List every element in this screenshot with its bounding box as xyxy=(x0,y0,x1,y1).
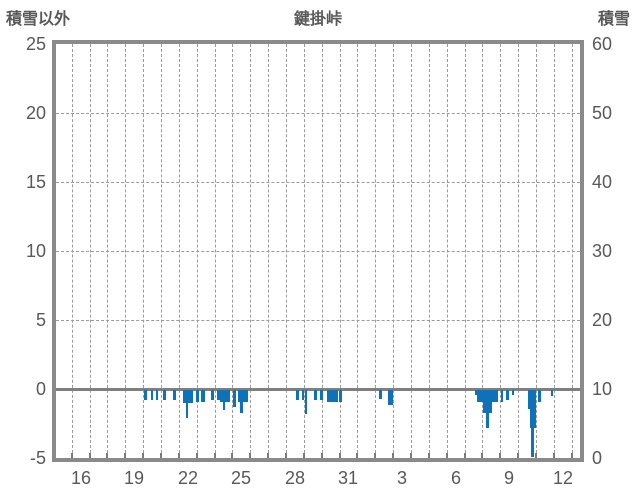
data-bar xyxy=(240,390,243,413)
right-axis-tick-label: 40 xyxy=(592,172,613,192)
x-axis-tick-label: 28 xyxy=(284,468,306,488)
data-bar xyxy=(379,390,382,400)
data-bar xyxy=(163,390,166,401)
day-tick xyxy=(392,453,395,458)
data-bar xyxy=(551,390,553,397)
data-bar xyxy=(186,390,188,419)
day-tick xyxy=(285,453,288,458)
data-bar xyxy=(475,390,477,395)
data-bar xyxy=(339,390,342,402)
data-bar xyxy=(144,390,147,401)
data-bar xyxy=(183,390,193,404)
h-gridline xyxy=(56,182,580,183)
left-axis-title: 積雪以外 xyxy=(6,11,71,28)
left-axis-tick-label: -5 xyxy=(29,448,46,468)
right-axis-tick-label: 60 xyxy=(592,34,613,54)
data-bar xyxy=(156,390,158,401)
data-bar xyxy=(238,390,248,402)
left-axis-tick-label: 10 xyxy=(25,241,46,261)
day-tick xyxy=(177,453,180,458)
day-tick xyxy=(160,453,162,458)
h-gridline xyxy=(56,320,580,321)
data-bar xyxy=(201,390,205,402)
data-bar xyxy=(151,390,153,401)
day-tick xyxy=(499,453,502,458)
right-axis-tick-label: 20 xyxy=(592,310,613,330)
day-tick xyxy=(142,453,145,458)
data-bar xyxy=(211,390,214,401)
day-tick xyxy=(535,453,538,458)
day-tick xyxy=(552,453,555,458)
day-tick xyxy=(124,453,127,458)
day-tick xyxy=(517,453,520,458)
data-bar xyxy=(327,390,338,402)
day-tick xyxy=(70,453,73,458)
right-axis-tick-label: 50 xyxy=(592,103,613,123)
left-axis-tick-label: 25 xyxy=(25,34,46,54)
data-bar xyxy=(320,390,323,401)
day-tick xyxy=(88,453,91,458)
left-axis-tick-label: 20 xyxy=(25,103,46,123)
day-tick xyxy=(356,453,359,458)
zero-line xyxy=(56,387,580,391)
day-tick xyxy=(195,453,198,458)
day-tick xyxy=(302,453,305,458)
plot-frame xyxy=(52,40,584,462)
day-tick xyxy=(267,453,270,458)
data-bar xyxy=(512,390,514,395)
x-axis-tick-label: 3 xyxy=(396,468,407,488)
right-axis-tick-label: 0 xyxy=(592,448,603,468)
data-bar xyxy=(501,390,503,402)
right-axis-title: 積雪 xyxy=(597,11,630,28)
x-axis-tick-label: 9 xyxy=(503,468,514,488)
chart-title: 鍵掛峠 xyxy=(293,11,342,28)
left-axis-tick-label: 5 xyxy=(35,310,46,330)
x-axis-tick-label: 31 xyxy=(337,468,359,488)
x-axis-tick-label: 25 xyxy=(230,468,252,488)
day-tick xyxy=(570,453,573,458)
data-bar xyxy=(538,390,541,402)
day-tick xyxy=(481,453,484,458)
day-tick xyxy=(338,453,341,458)
data-bar xyxy=(220,390,230,402)
data-bar xyxy=(477,390,480,402)
x-axis-tick-label: 22 xyxy=(177,468,199,488)
h-gridline xyxy=(56,113,580,114)
data-bar xyxy=(223,390,225,411)
day-tick xyxy=(231,453,234,458)
day-tick xyxy=(249,453,252,458)
plot-area xyxy=(56,44,580,458)
day-tick xyxy=(427,453,430,458)
day-tick xyxy=(213,453,216,458)
right-axis-tick-label: 10 xyxy=(592,379,613,399)
data-bar xyxy=(531,390,534,457)
data-bar xyxy=(233,390,236,408)
day-tick xyxy=(320,453,323,458)
data-bar xyxy=(217,390,220,401)
data-bar xyxy=(388,390,393,405)
left-axis-tick-label: 0 xyxy=(35,379,46,399)
day-tick xyxy=(410,453,413,458)
day-tick xyxy=(445,453,448,458)
x-axis-tick-label: 19 xyxy=(123,468,145,488)
data-bar xyxy=(314,390,317,401)
left-axis-tick-label: 15 xyxy=(25,172,46,192)
x-axis-tick-label: 12 xyxy=(552,468,574,488)
data-bar xyxy=(296,390,299,401)
data-bar xyxy=(196,390,199,402)
data-bar xyxy=(305,390,307,415)
data-bar xyxy=(506,390,509,401)
x-axis-tick-label: 6 xyxy=(450,468,461,488)
data-bar xyxy=(302,390,304,401)
day-tick xyxy=(374,453,377,458)
day-tick xyxy=(463,453,466,458)
data-bar xyxy=(173,390,176,401)
data-bar xyxy=(486,390,489,429)
day-tick xyxy=(106,453,109,458)
right-axis-tick-label: 30 xyxy=(592,241,613,261)
x-axis-tick-label: 16 xyxy=(70,468,92,488)
h-gridline xyxy=(56,251,580,252)
